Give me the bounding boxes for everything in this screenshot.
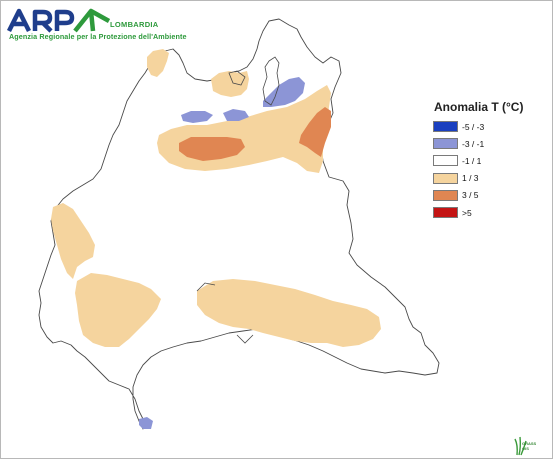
legend-swatch bbox=[433, 172, 458, 184]
zone-anomaly-1-3 bbox=[51, 203, 95, 279]
zone-anomaly-minus-3-minus-1 bbox=[223, 109, 249, 121]
logo-subtitle: Agenzia Regionale per la Protezione dell… bbox=[9, 32, 187, 41]
zone-anomaly-3-5 bbox=[179, 137, 245, 161]
legend-label: 3 / 5 bbox=[462, 190, 479, 201]
legend-label: -5 / -3 bbox=[462, 121, 485, 132]
legend-title: Anomalia T (°C) bbox=[434, 100, 524, 114]
zone-anomaly-1-3 bbox=[211, 71, 249, 97]
inner-boundary bbox=[196, 282, 254, 344]
zone-anomaly-minus-3-minus-1 bbox=[139, 417, 153, 429]
legend-item: -5 / -3 bbox=[433, 118, 543, 135]
inner-boundary bbox=[228, 70, 246, 86]
legend-item: 3 / 5 bbox=[433, 187, 543, 204]
grass-gis-label: GRASS GIS bbox=[522, 441, 537, 451]
legend-label: 1 / 3 bbox=[462, 173, 479, 184]
legend-item: 1 / 3 bbox=[433, 170, 543, 187]
zone-anomaly-3-5 bbox=[299, 107, 331, 157]
legend-swatch bbox=[433, 138, 458, 150]
legend-item: -3 / -1 bbox=[433, 135, 543, 152]
legend-swatch bbox=[433, 155, 458, 167]
zone-anomaly-minus-3-minus-1 bbox=[181, 111, 213, 123]
legend-swatch bbox=[433, 207, 458, 219]
legend-label: >5 bbox=[462, 207, 472, 218]
legend-label: -1 / 1 bbox=[462, 155, 482, 166]
legend-swatch bbox=[433, 189, 458, 201]
legend-item: >5 bbox=[433, 204, 543, 221]
arpa-logo bbox=[6, 8, 111, 33]
legend-item: -1 / 1 bbox=[433, 152, 543, 169]
map-legend: Anomalia T (°C) -5 / -3 -3 / -1 -1 / 1 1… bbox=[433, 100, 543, 221]
grass-gis-logo-icon bbox=[514, 436, 527, 456]
inner-boundary bbox=[262, 56, 280, 106]
zone-anomaly-1-3 bbox=[197, 279, 381, 347]
zone-anomaly-1-3 bbox=[147, 49, 169, 77]
zone-anomaly-1-3 bbox=[75, 273, 161, 347]
legend-swatch bbox=[433, 121, 458, 133]
logo-region: LOMBARDIA bbox=[110, 20, 159, 29]
legend-label: -3 / -1 bbox=[462, 138, 485, 149]
